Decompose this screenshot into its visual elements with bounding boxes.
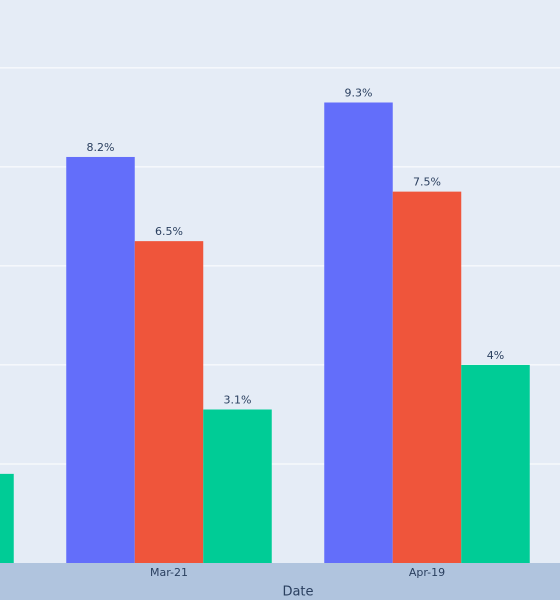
x-tick-label: Apr-19 <box>409 566 445 579</box>
value-label: 4% <box>487 349 504 362</box>
bar <box>134 241 204 564</box>
x-axis-title: Date <box>282 585 313 600</box>
value-label: 9.3% <box>345 86 373 99</box>
bar <box>203 409 272 563</box>
x-axis-strip <box>0 563 560 600</box>
x-tick-label: Mar-21 <box>150 566 188 579</box>
bar <box>66 156 135 563</box>
bar <box>392 191 462 563</box>
value-label: 3.1% <box>224 393 252 406</box>
value-label: 6.5% <box>155 225 183 238</box>
bar <box>461 364 530 563</box>
bar <box>324 102 393 563</box>
value-label: 7.5% <box>413 176 441 189</box>
bar <box>0 473 14 563</box>
value-label: 8.2% <box>87 141 115 154</box>
